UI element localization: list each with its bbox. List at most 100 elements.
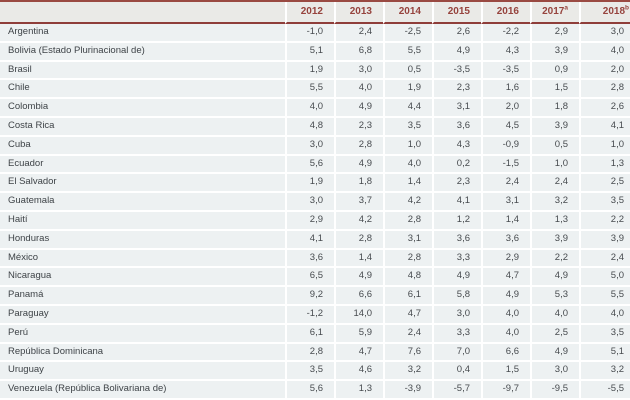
country-name-cell: Colombia: [0, 99, 285, 118]
value-cell: 2,0: [579, 61, 630, 81]
table-row: Uruguay 3,5 4,6 3,2 0,4 1,5 3,0 3,2: [0, 362, 630, 382]
table-row: Bolivia (Estado Plurinacional de) 5,1 6,8 5…: [0, 42, 630, 62]
value-cell: 4,0: [285, 99, 334, 118]
value-cell: 1,5: [481, 362, 530, 382]
value-cell: 1,3: [530, 211, 579, 231]
value-cell: 3,0: [285, 136, 334, 156]
value-cell: 4,7: [383, 305, 432, 325]
value-cell: 0,4: [432, 362, 481, 382]
value-cell: -1,5: [481, 155, 530, 175]
value-cell: 5,9: [334, 324, 383, 344]
year-column-header-2016: 2016: [481, 2, 530, 24]
value-cell: 1,4: [383, 174, 432, 194]
value-cell: 3,9: [530, 230, 579, 250]
value-cell: 1,0: [579, 136, 630, 156]
table-row: Nicaragua 6,5 4,9 4,8 4,9 4,7 4,9 5,0: [0, 268, 630, 288]
value-cell: 7,0: [432, 343, 481, 363]
value-cell: 4,0: [383, 155, 432, 175]
value-cell: -9,7: [481, 381, 530, 400]
value-cell: 1,4: [481, 211, 530, 231]
table-row: Venezuela (República Bolivariana de) 5,6 1…: [0, 381, 630, 400]
value-cell: 5,5: [285, 80, 334, 100]
value-cell: 3,3: [432, 324, 481, 344]
value-cell: 2,8: [334, 136, 383, 156]
value-cell: 3,0: [530, 362, 579, 382]
value-cell: 4,0: [530, 305, 579, 325]
value-cell: 0,5: [530, 136, 579, 156]
value-cell: 2,3: [432, 80, 481, 100]
value-cell: 1,5: [530, 80, 579, 100]
value-cell: 2,4: [383, 324, 432, 344]
footnote-marker: b: [625, 4, 629, 12]
country-name-cell: Costa Rica: [0, 117, 285, 137]
value-cell: 1,3: [334, 381, 383, 400]
year-column-header-2012: 2012: [285, 2, 334, 24]
value-cell: 1,6: [481, 80, 530, 100]
value-cell: 3,5: [383, 117, 432, 137]
value-cell: 6,1: [383, 287, 432, 306]
value-cell: 1,8: [334, 174, 383, 194]
year-column-header-2018: 2018b: [579, 2, 630, 24]
value-cell: -5,7: [432, 381, 481, 400]
value-cell: 4,0: [481, 324, 530, 344]
table-body: Argentina -1,0 2,4 -2,5 2,6 -2,2 2,9 3,0 Bolivia…: [0, 24, 630, 400]
value-cell: -1,0: [285, 24, 334, 43]
value-cell: -9,5: [530, 381, 579, 400]
value-cell: 2,6: [432, 24, 481, 43]
table-row: Argentina -1,0 2,4 -2,5 2,6 -2,2 2,9 3,0: [0, 24, 630, 43]
country-name-cell: Paraguay: [0, 305, 285, 325]
table-row: Costa Rica 4,8 2,3 3,5 3,6 4,5 3,9 4,1: [0, 117, 630, 137]
value-cell: 6,1: [285, 324, 334, 344]
value-cell: 6,6: [481, 343, 530, 363]
value-cell: 2,2: [530, 249, 579, 269]
value-cell: 2,8: [285, 343, 334, 363]
value-cell: 5,6: [285, 381, 334, 400]
country-name-cell: Venezuela (República Bolivariana de): [0, 381, 285, 400]
value-cell: 5,5: [383, 42, 432, 62]
value-cell: 3,9: [530, 42, 579, 62]
value-cell: 3,2: [530, 193, 579, 212]
value-cell: 4,0: [579, 42, 630, 62]
value-cell: 3,5: [285, 362, 334, 382]
table-row: Panamá 9,2 6,6 6,1 5,8 4,9 5,3 5,5: [0, 287, 630, 306]
value-cell: 3,0: [285, 193, 334, 212]
value-cell: 2,4: [530, 174, 579, 194]
country-name-cell: Brasil: [0, 61, 285, 81]
table-row: República Dominicana 2,8 4,7 7,6 7,0 6,6 4,9 5,…: [0, 343, 630, 363]
table-header: 2012 2013 2014 2015 2016 2017a 2018b: [0, 2, 630, 24]
value-cell: 4,9: [334, 268, 383, 288]
country-name-cell: Cuba: [0, 136, 285, 156]
value-cell: 4,0: [481, 305, 530, 325]
value-cell: 4,9: [530, 268, 579, 288]
value-cell: -5,5: [579, 381, 630, 400]
value-cell: 1,2: [432, 211, 481, 231]
value-cell: 4,3: [432, 136, 481, 156]
value-cell: 5,6: [285, 155, 334, 175]
header-row: 2012 2013 2014 2015 2016 2017a 2018b: [0, 2, 630, 24]
country-name-cell: Chile: [0, 80, 285, 100]
value-cell: -3,5: [432, 61, 481, 81]
value-cell: -3,9: [383, 381, 432, 400]
footnote-marker: a: [564, 4, 568, 12]
value-cell: 4,0: [334, 80, 383, 100]
table-row: Haití 2,9 4,2 2,8 1,2 1,4 1,3 2,2: [0, 211, 630, 231]
value-cell: 2,9: [285, 211, 334, 231]
value-cell: 2,8: [383, 249, 432, 269]
value-cell: 3,1: [383, 230, 432, 250]
value-cell: 6,5: [285, 268, 334, 288]
table-row: Colombia 4,0 4,9 4,4 3,1 2,0 1,8 2,6: [0, 99, 630, 118]
table-row: El Salvador 1,9 1,8 1,4 2,3 2,4 2,4 2,5: [0, 174, 630, 194]
value-cell: 1,3: [579, 155, 630, 175]
value-cell: 1,0: [383, 136, 432, 156]
year-column-header-2013: 2013: [334, 2, 383, 24]
value-cell: 1,9: [285, 61, 334, 81]
value-cell: 4,2: [334, 211, 383, 231]
value-cell: 0,2: [432, 155, 481, 175]
value-cell: 4,6: [334, 362, 383, 382]
country-name-cell: República Dominicana: [0, 343, 285, 363]
value-cell: 4,0: [579, 305, 630, 325]
table-row: Brasil 1,9 3,0 0,5 -3,5 -3,5 0,9 2,0: [0, 61, 630, 81]
value-cell: 1,8: [530, 99, 579, 118]
table-row: Paraguay -1,2 14,0 4,7 3,0 4,0 4,0 4,0: [0, 305, 630, 325]
